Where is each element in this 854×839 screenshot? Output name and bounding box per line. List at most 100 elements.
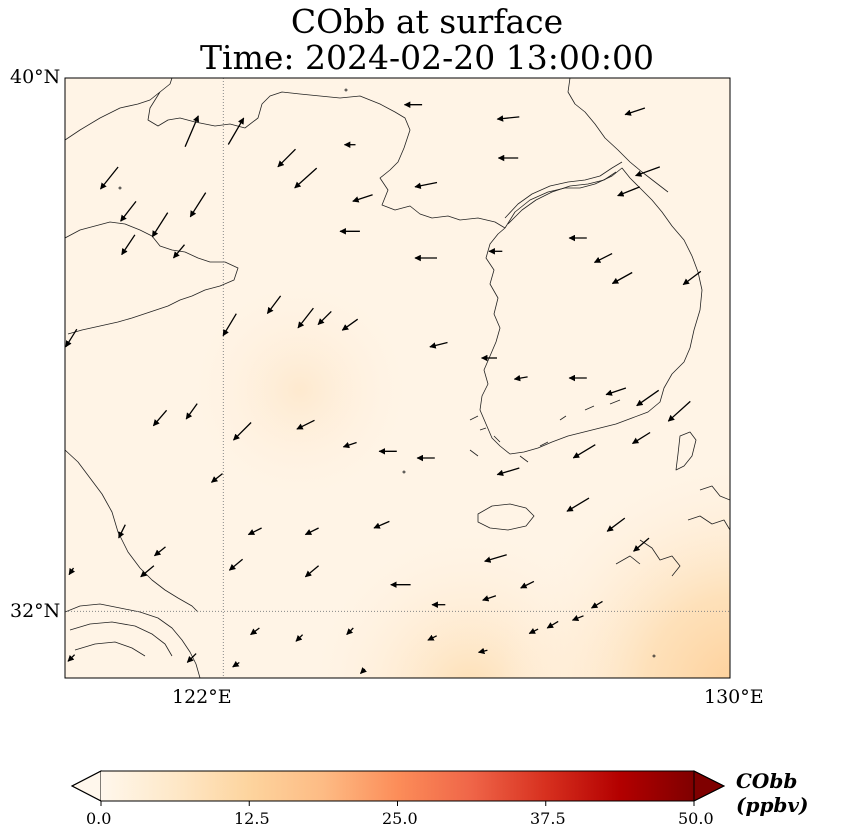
colorbar-lower-extension — [70, 770, 102, 802]
wind-arrow — [184, 115, 199, 147]
wind-arrow — [304, 565, 320, 578]
coast-islet — [118, 186, 122, 190]
coast-jiangsu — [65, 449, 199, 613]
colorbar-ticks — [100, 801, 695, 806]
coast-jeju — [477, 503, 535, 531]
wind-arrow — [189, 192, 207, 218]
wind-arrow — [414, 181, 438, 189]
wind-arrow — [484, 554, 507, 563]
wind-arrow — [636, 389, 660, 407]
map-title-line2: Time: 2024-02-20 13:00:00 — [200, 38, 654, 77]
wind-arrow — [667, 400, 691, 422]
coast-kyushu — [615, 485, 730, 577]
wind-arrow — [429, 341, 448, 349]
wind-arrow — [227, 117, 245, 145]
map-frame — [64, 77, 731, 679]
wind-arrow — [634, 166, 661, 177]
wind-arrow — [496, 467, 520, 477]
wind-arrow — [352, 194, 373, 203]
wind-arrow — [210, 473, 223, 483]
wind-arrow — [593, 253, 613, 263]
concentration-field — [65, 78, 730, 678]
lon-label-130e: 130°E — [704, 686, 764, 708]
wind-arrow — [295, 634, 304, 642]
wind-arrow — [590, 600, 603, 609]
wind-arrow — [294, 167, 318, 189]
wind-arrow — [566, 497, 590, 512]
wind-arrow — [222, 313, 237, 337]
wind-arrow — [360, 667, 367, 674]
colorbar-tick-label: 25.0 — [382, 809, 418, 828]
wind-arrow — [233, 422, 252, 441]
wind-arrow — [173, 244, 185, 259]
coast-korea-west — [479, 167, 703, 455]
wind-arrow — [121, 234, 136, 256]
colorbar-title: CObb (ppbv) — [736, 769, 809, 817]
wind-arrow — [151, 212, 169, 238]
wind-arrow — [373, 520, 390, 529]
colorbar-upper-extension — [693, 770, 726, 802]
wind-arrow — [65, 328, 78, 348]
wind-arrow — [99, 166, 119, 190]
map-title-line1: CObb at surface — [290, 2, 564, 41]
wind-arrow — [482, 595, 497, 602]
wind-arrow — [427, 634, 437, 641]
lat-label-40n: 40°N — [10, 66, 61, 88]
coast-shandong — [65, 221, 239, 335]
wind-arrow — [317, 310, 332, 326]
gridlines — [65, 78, 730, 678]
wind-arrow — [153, 546, 166, 557]
wind-arrow — [611, 271, 633, 285]
wind-arrow — [266, 295, 282, 315]
wind-arrow — [296, 419, 315, 430]
wind-arrow — [624, 107, 646, 116]
wind-arrow — [152, 409, 168, 427]
wind-arrow — [120, 201, 137, 222]
wind-arrow — [67, 654, 76, 662]
lon-label-122e: 122°E — [172, 686, 232, 708]
wind-arrow — [304, 527, 319, 536]
lat-label-32n: 32°N — [10, 600, 61, 622]
coast-liaodong — [65, 78, 506, 229]
wind-arrow — [232, 660, 240, 668]
colorbar — [70, 770, 726, 806]
colorbar-tick-label: 50.0 — [678, 809, 714, 828]
wind-arrow — [228, 558, 244, 571]
coast-tsushima — [675, 431, 697, 471]
wind-arrow — [247, 527, 262, 536]
colorbar-body — [101, 771, 694, 801]
wind-arrow — [342, 441, 357, 449]
wind-arrow — [346, 627, 354, 636]
colorbar-tick-label: 37.5 — [530, 809, 566, 828]
wind-arrow — [118, 524, 126, 539]
wind-arrow — [571, 615, 584, 622]
wind-arrow — [520, 580, 535, 589]
wind-arrow — [546, 620, 559, 629]
wind-arrow — [496, 115, 520, 122]
wind-arrow — [185, 403, 198, 420]
wind-arrow — [631, 431, 651, 445]
wind-arrow — [572, 444, 596, 459]
coast-korea-east — [567, 78, 669, 193]
wind-arrow — [277, 148, 296, 168]
wind-arrow — [633, 537, 650, 552]
wind-arrow — [606, 517, 626, 532]
wind-arrow — [297, 307, 314, 329]
colorbar-tick-label: 12.5 — [234, 809, 270, 828]
wind-arrow — [250, 627, 260, 636]
coast-korea-border — [504, 161, 623, 225]
wind-arrow — [528, 627, 539, 635]
coast-islet — [652, 654, 656, 658]
wind-arrow — [140, 565, 155, 578]
colorbar-tick-label: 0.0 — [86, 809, 112, 828]
wind-arrow — [477, 647, 488, 655]
coast-korea-islands — [469, 399, 621, 463]
field-southeast-plume — [65, 78, 730, 678]
coast-islet — [344, 88, 348, 92]
wind-vectors — [65, 101, 702, 674]
wind-arrow — [605, 387, 627, 396]
wind-arrow — [682, 270, 702, 286]
wind-arrow — [186, 653, 197, 663]
coast-islet — [402, 470, 406, 474]
